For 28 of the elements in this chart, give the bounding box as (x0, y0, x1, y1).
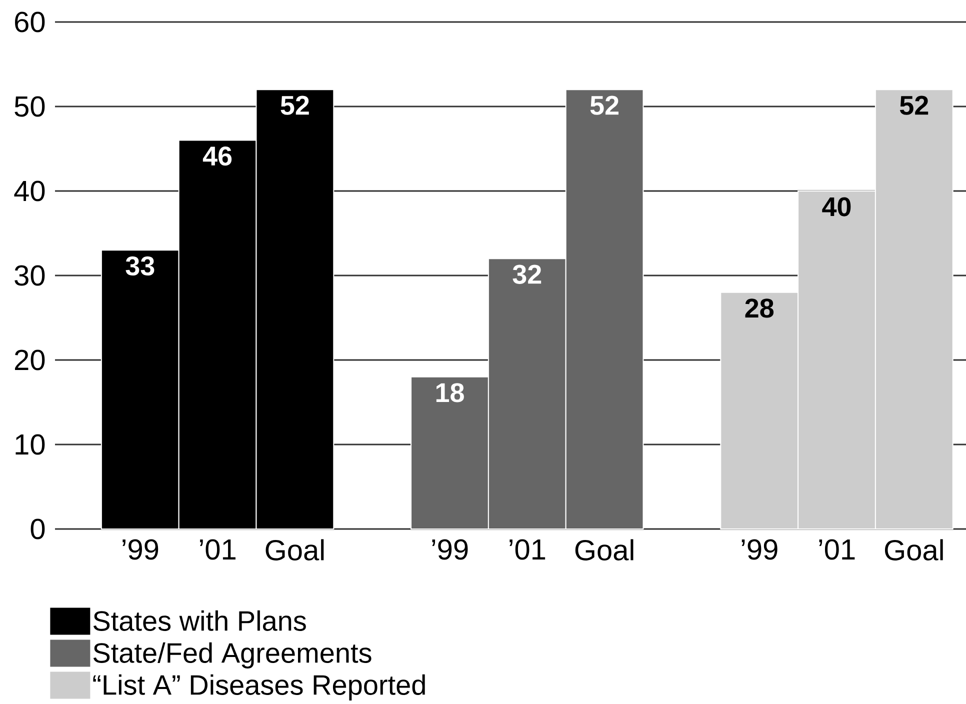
x-tick-label: Goal (884, 539, 943, 560)
x-tick-label: ’01 (819, 539, 855, 560)
x-tick-label: ’99 (742, 539, 778, 560)
y-tick-label: 10 (16, 434, 45, 455)
data-label: 46 (202, 146, 232, 166)
legend-label: “List A” Diseases Reported (93, 674, 425, 700)
y-tick-label: 50 (14, 96, 45, 117)
data-label: 28 (745, 298, 774, 318)
y-tick-label: 0 (30, 518, 45, 540)
y-tick-label: 40 (14, 180, 45, 202)
x-tick-label: Goal (266, 539, 324, 560)
x-tick-label: ’01 (510, 539, 546, 560)
data-label: 52 (590, 96, 618, 115)
data-label: 18 (436, 383, 464, 402)
data-label: 40 (822, 197, 851, 216)
x-tick-label: ’99 (122, 539, 158, 560)
x-tick-label: Goal (575, 539, 634, 560)
data-label: 52 (900, 96, 928, 115)
x-tick-label: ’99 (432, 539, 468, 560)
legend-label: States with Plans (93, 610, 306, 631)
data-label: 52 (280, 96, 309, 115)
data-label: 33 (126, 256, 154, 276)
y-tick-label: 20 (14, 350, 45, 370)
x-tick-label: ’01 (200, 539, 236, 560)
legend-label: State/Fed Agreements (93, 642, 372, 668)
y-tick-label: 30 (14, 265, 45, 286)
data-label: 32 (512, 264, 542, 284)
y-tick-label: 60 (15, 12, 45, 32)
